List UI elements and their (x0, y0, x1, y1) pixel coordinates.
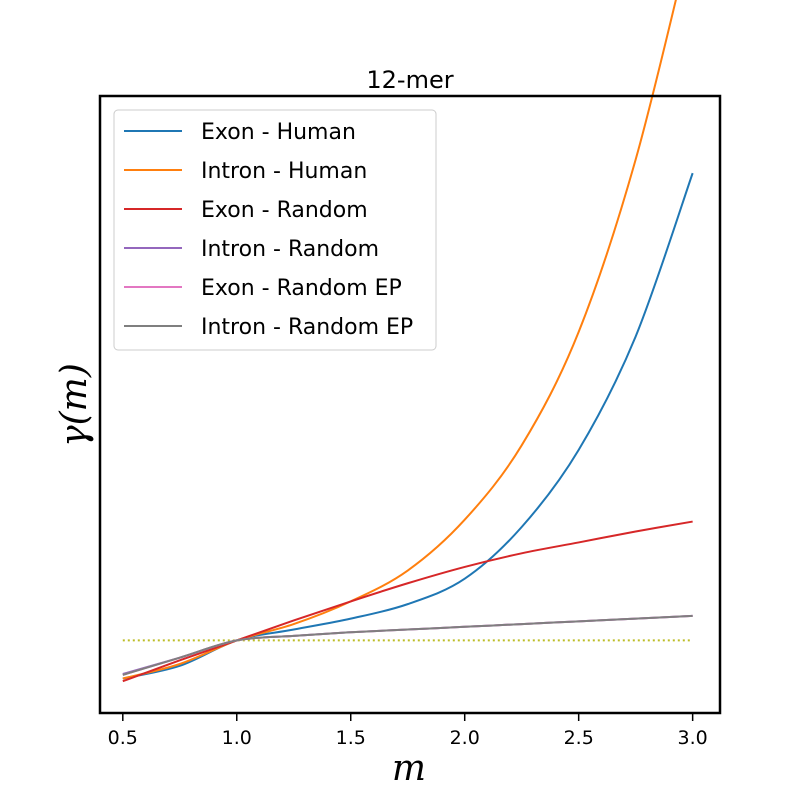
x-tick-label: 3.0 (678, 727, 708, 749)
legend-label: Intron - Human (201, 159, 367, 184)
x-axis-label: m (392, 748, 426, 789)
x-tick-label: 1.0 (222, 727, 252, 749)
legend-label: Exon - Human (201, 120, 356, 145)
plot-frame (98, 94, 722, 715)
legend-label: Intron - Random (201, 237, 379, 262)
chart-title: 12-mer (366, 66, 453, 94)
plot-lines (122, 0, 694, 683)
x-tick-label: 0.5 (108, 727, 138, 749)
legend-label: Exon - Random (201, 198, 368, 223)
legend-box (113, 109, 437, 351)
y-axis-label: γ(m) (54, 363, 95, 447)
series-line-3 (122, 614, 693, 675)
legend-label: Intron - Random EP (201, 315, 413, 340)
legend-label: Exon - Random EP (201, 276, 402, 301)
x-tick-label: 1.5 (336, 727, 366, 749)
series-line-4 (122, 614, 693, 676)
series-line-2 (122, 520, 693, 683)
x-tick-label: 2.5 (564, 727, 594, 749)
x-tick-label: 2.0 (450, 727, 480, 749)
legend: Exon - Human Intron - Human Exon - Random I… (113, 109, 437, 351)
series-line-5 (122, 614, 693, 676)
x-axis-ticks: 0.5 1.0 1.5 2.0 2.5 3.0 (108, 713, 708, 749)
